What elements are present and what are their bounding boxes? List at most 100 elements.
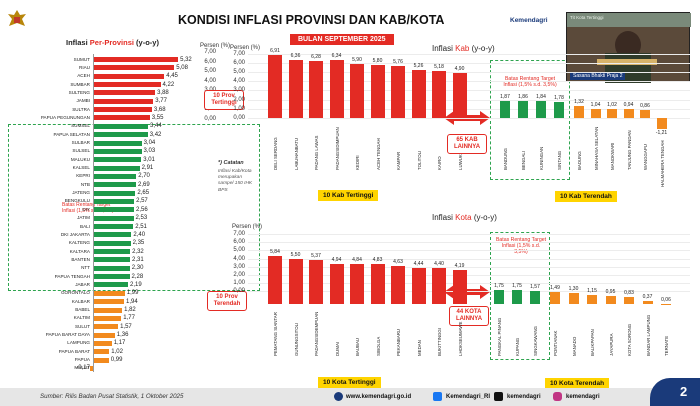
kota-value: 0,37 xyxy=(642,294,653,300)
kab-value: 1,78 xyxy=(554,94,564,101)
footer-x[interactable]: kemendagri xyxy=(507,394,541,400)
province-value: 2,51 xyxy=(135,223,147,230)
kota-axis-label: Persen (%) xyxy=(232,224,263,230)
province-bar xyxy=(93,173,137,179)
province-value: 2,32 xyxy=(132,248,144,255)
province-value: 2,91 xyxy=(141,165,154,172)
kab-bar xyxy=(370,65,385,118)
kota-chart-title: Inflasi Kota (y-o-y) xyxy=(432,213,497,222)
province-value: -0,17 xyxy=(76,365,90,372)
province-bar xyxy=(93,299,124,305)
video-overlay[interactable]: Tit Kota Tertinggi Sasana Bhakti Praja 2 xyxy=(566,12,691,83)
province-bar xyxy=(93,232,132,238)
province-value: 3,55 xyxy=(151,114,164,121)
province-value: 3,01 xyxy=(143,156,155,163)
province-value: 2,69 xyxy=(138,181,150,188)
footer-instagram[interactable]: kemendagri xyxy=(566,394,600,400)
province-value: 2,70 xyxy=(138,173,150,180)
kab-bar xyxy=(518,101,528,118)
kab-bar xyxy=(329,60,344,118)
province-value: 2,19 xyxy=(130,281,142,288)
kota-bar xyxy=(587,294,597,304)
province-name: KALSEL xyxy=(72,165,90,171)
province-name: KALTIM xyxy=(73,315,90,321)
province-name: KALTARA xyxy=(69,248,90,254)
province-value: 2,65 xyxy=(137,190,150,197)
province-axis-label: Persen (%) xyxy=(200,43,231,49)
kota-category-label: PONTIANAK xyxy=(553,330,558,356)
kota-bar xyxy=(661,303,671,304)
province-bar xyxy=(93,340,112,346)
kota-value: 4,19 xyxy=(454,262,465,269)
kota-bar xyxy=(391,266,405,304)
province-name: KEPRI xyxy=(76,173,90,179)
kab-low-caption: 10 Kab Terendah xyxy=(555,191,617,202)
province-bar xyxy=(93,165,140,171)
province-name: MALUT xyxy=(74,365,90,371)
province-value: 2,56 xyxy=(136,206,148,213)
province-name: SUMUT xyxy=(73,56,90,62)
kota-category-label: PEMATANG SIANTAR xyxy=(273,312,278,356)
province-name: SULUT xyxy=(74,323,90,329)
province-name: NTT xyxy=(81,265,90,271)
kota-category-label: PADANGSIDEMPUAN xyxy=(314,311,319,356)
kota-category-label: PEKANBARU xyxy=(396,328,401,356)
footer xyxy=(0,388,700,406)
kota-bar xyxy=(370,264,385,304)
kota-tick-label: 5,00 xyxy=(233,247,245,254)
kab-category-label: WANGGAPU xyxy=(643,144,648,170)
kota-tick-label: 2,00 xyxy=(233,272,245,278)
kota-gridline xyxy=(248,275,690,276)
province-bar xyxy=(93,157,142,163)
kab-value: 6,91 xyxy=(270,48,280,55)
kab-value: 4,90 xyxy=(454,66,465,73)
kab-value: 1,84 xyxy=(536,94,546,101)
kab-category-label: LABUHANBATU xyxy=(293,137,299,170)
province-value: 1,77 xyxy=(123,315,135,322)
page-number-badge: 2 xyxy=(650,378,700,406)
source-note: Sumber: Rilis Badan Pusat Statistik, 1 O… xyxy=(40,393,184,400)
province-tick-label: 6,00 xyxy=(204,58,216,65)
province-bar xyxy=(93,324,119,330)
kab-bar xyxy=(554,101,564,118)
kab-value: 1,32 xyxy=(574,99,584,105)
kota-category-label: BUKITTINGGI xyxy=(437,327,442,356)
kota-bar xyxy=(494,289,504,304)
kab-bar xyxy=(350,64,364,118)
note-title: *) Catatan xyxy=(218,160,244,166)
province-bar xyxy=(93,140,142,146)
province-bar xyxy=(93,115,150,121)
province-value: 2,53 xyxy=(135,215,148,222)
kota-tick-label: 0,00 xyxy=(233,288,245,295)
kota-value: 4,94 xyxy=(331,256,342,263)
kota-value: 5,50 xyxy=(290,251,301,258)
kab-tick-label: 3,00 xyxy=(233,87,245,94)
province-value: 3,44 xyxy=(150,123,162,130)
kota-low-caption: 10 Kota Terendah xyxy=(545,378,610,389)
kab-category-label: PADANG LAWAS xyxy=(314,135,319,170)
footer-facebook[interactable]: Kemendagri_RI xyxy=(446,394,491,400)
province-name: BABEL xyxy=(75,307,90,312)
kab-category-label: KAMPAR xyxy=(396,151,401,170)
kab-bar xyxy=(574,106,584,118)
kota-tick-label: 3,00 xyxy=(233,263,245,270)
kota-category-label: BAUBAU xyxy=(355,337,360,356)
kota-value: 5,37 xyxy=(311,253,321,259)
kota-bar xyxy=(288,258,303,304)
kab-bar xyxy=(411,70,426,118)
kota-gridline xyxy=(248,250,690,252)
kota-target-range xyxy=(490,232,550,360)
footer-website[interactable]: www.kemendagri.go.id xyxy=(346,394,412,400)
kota-category-label: KUPANG xyxy=(515,337,520,356)
province-bar xyxy=(93,207,134,213)
kab-bar xyxy=(590,108,601,118)
kota-value: 1,49 xyxy=(550,284,560,291)
province-name: PAPUA TENGAH xyxy=(54,273,90,279)
kab-category-label: SINTANG xyxy=(557,150,562,170)
kota-category-label: MEDAN xyxy=(416,340,422,356)
kota-category-label: PANGKAL PINANG xyxy=(497,317,502,356)
kota-gridline xyxy=(248,234,690,235)
province-value: 0,99 xyxy=(110,357,123,364)
kab-category-label: KAIRO xyxy=(437,156,442,170)
kota-gridline xyxy=(248,291,690,293)
